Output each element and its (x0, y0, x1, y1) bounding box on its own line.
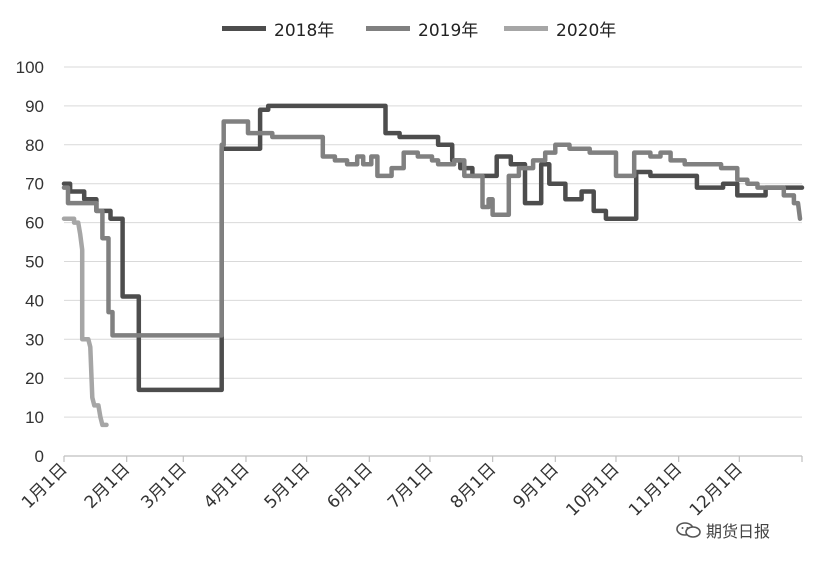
y-tick-label: 50 (25, 253, 44, 272)
legend-label: 2020年 (556, 20, 617, 41)
legend-item: 2018年 (222, 16, 335, 41)
y-tick-label: 0 (35, 447, 44, 466)
y-tick-label: 40 (25, 291, 44, 310)
y-axis-ticks: 0 10 20 30 40 50 60 70 80 90 100 (16, 58, 44, 466)
x-tick-label: 1月1日 (18, 459, 71, 512)
x-axis (63, 455, 803, 462)
y-tick-label: 20 (25, 369, 44, 388)
legend-item: 2020年 (504, 16, 617, 41)
x-tick-label: 8月1日 (447, 459, 500, 512)
legend-item: 2019年 (366, 16, 479, 41)
legend-label: 2018年 (274, 20, 335, 41)
wechat-icon (676, 522, 701, 538)
gridlines (64, 66, 802, 418)
series-lines (61, 103, 805, 428)
y-tick-label: 60 (25, 214, 44, 233)
y-tick-label: 100 (16, 58, 44, 77)
x-tick-label: 5月1日 (261, 459, 314, 512)
x-tick-label: 4月1日 (200, 459, 253, 512)
x-tick-label: 10月1日 (562, 459, 623, 520)
x-tick-label: 9月1日 (509, 459, 562, 512)
legend-swatch (366, 25, 410, 31)
watermark: 期货日报 (676, 518, 770, 542)
y-tick-label: 90 (25, 97, 44, 116)
x-tick-label: 12月1日 (686, 459, 747, 520)
series-line-2 (61, 119, 803, 338)
x-tick-label: 6月1日 (323, 459, 376, 512)
series-line-3 (61, 216, 109, 428)
x-tick-label: 7月1日 (384, 459, 437, 512)
y-tick-label: 80 (25, 136, 44, 155)
legend-swatch (504, 25, 548, 31)
y-tick-label: 30 (25, 330, 44, 349)
y-tick-label: 70 (25, 175, 44, 194)
x-tick-label: 11月1日 (625, 459, 686, 520)
x-tick-label: 2月1日 (81, 459, 134, 512)
watermark-text: 期货日报 (706, 522, 771, 541)
legend-label: 2019年 (418, 20, 479, 41)
x-tick-label: 3月1日 (137, 459, 190, 512)
y-tick-label: 10 (25, 408, 44, 427)
x-axis-ticks: 1月1日 2月1日 3月1日 4月1日 5月1日 6月1日 7月1日 8月1日 9月1日 10月1… (18, 459, 747, 520)
series-line-1 (61, 103, 805, 393)
legend-swatch (222, 25, 266, 31)
